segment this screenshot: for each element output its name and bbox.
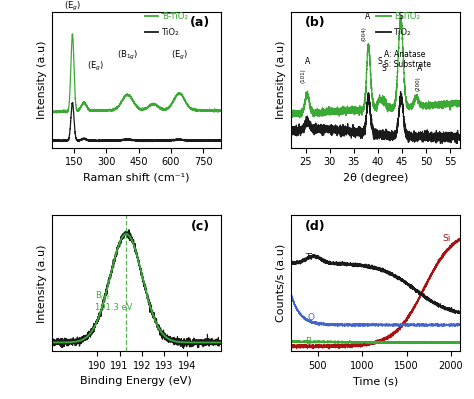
Y-axis label: Counts/s (a.u): Counts/s (a.u) [276,244,286,322]
Text: B: B [305,337,311,346]
Text: (E$_g$): (E$_g$) [171,49,188,62]
Text: (b): (b) [305,16,326,29]
Text: O: O [307,313,314,322]
Text: A: Anatase
S: Substrate: A: Anatase S: Substrate [384,50,431,69]
Text: Ti: Ti [305,253,312,262]
Text: TiO₂: TiO₂ [394,28,412,37]
Text: (004): (004) [361,26,366,41]
Y-axis label: Intensity (a.u): Intensity (a.u) [36,244,46,322]
Text: B$_{int}$
191.3 eV: B$_{int}$ 191.3 eV [95,289,132,312]
Text: (a): (a) [190,16,210,29]
Text: (E$_g$): (E$_g$) [64,0,81,13]
X-axis label: 2θ (degree): 2θ (degree) [343,173,408,183]
Text: A: A [305,57,310,66]
Text: A: A [365,12,370,22]
Text: TiO₂: TiO₂ [162,28,179,37]
Text: (d): (d) [305,219,326,233]
Text: S: S [382,64,386,73]
Text: S: S [399,12,403,22]
Text: (200): (200) [416,77,421,91]
Text: S: S [377,57,382,66]
Text: (E$_g$): (E$_g$) [87,60,104,73]
Y-axis label: Intensity (a.u): Intensity (a.u) [36,41,46,119]
Text: A: A [418,64,423,73]
X-axis label: Binding Energy (eV): Binding Energy (eV) [81,376,192,386]
Text: B-TiO₂: B-TiO₂ [394,12,420,20]
Text: (B$_{1g}$): (B$_{1g}$) [117,49,138,62]
X-axis label: Raman shift (cm⁻¹): Raman shift (cm⁻¹) [83,173,190,183]
Text: (101): (101) [301,68,306,83]
X-axis label: Time (s): Time (s) [353,376,398,386]
Y-axis label: Intensity (a.u): Intensity (a.u) [276,41,286,119]
Text: Si: Si [442,233,450,243]
Text: (c): (c) [191,219,210,233]
Text: B-TiO₂: B-TiO₂ [162,12,188,20]
